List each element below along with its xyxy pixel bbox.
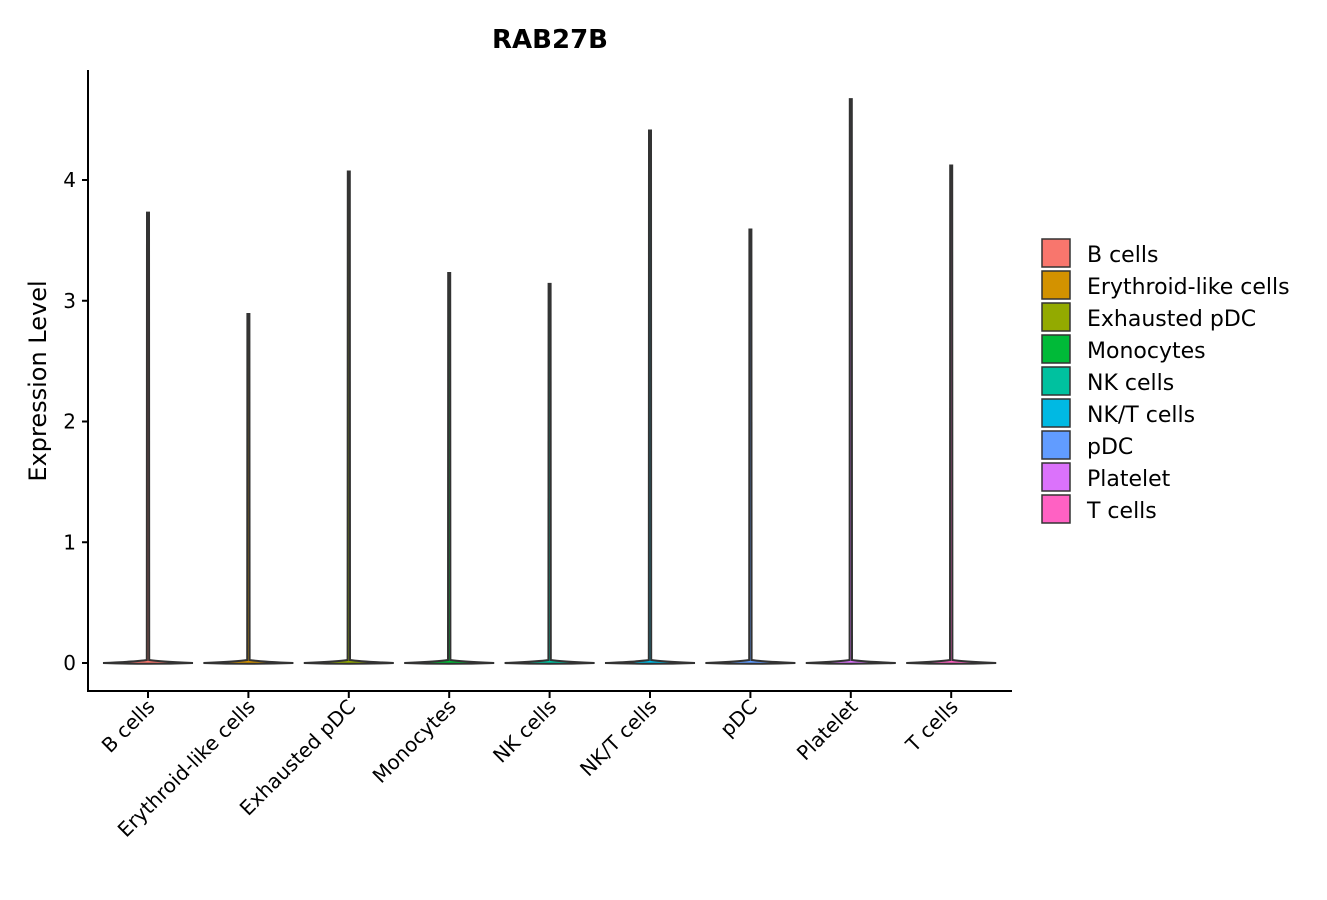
x-tick-label: NK/T cells — [575, 695, 661, 781]
legend-label: pDC — [1087, 435, 1133, 460]
legend-swatch — [1041, 430, 1071, 460]
violin-nk-t-cells — [604, 129, 696, 665]
violin-monocytes — [404, 271, 495, 665]
legend-label: Platelet — [1087, 467, 1171, 492]
legend-label: T cells — [1086, 499, 1157, 524]
violin-erythroid-like-cells — [203, 313, 294, 665]
y-axis-label: Expression Level — [24, 280, 52, 481]
legend-swatch — [1041, 334, 1071, 364]
x-tick-label: B cells — [97, 695, 160, 758]
y-tick-label: 4 — [63, 168, 76, 192]
violin-b-cells — [102, 211, 194, 665]
y-tick-label: 1 — [63, 530, 76, 554]
legend-label: Exhausted pDC — [1087, 307, 1256, 332]
violin-exhausted-pdc — [303, 170, 394, 665]
legend-label: NK cells — [1087, 371, 1174, 396]
x-tick-label: Monocytes — [368, 695, 461, 788]
legend-swatch — [1041, 270, 1071, 300]
violin-nk-cells — [504, 282, 595, 665]
legend-swatch — [1041, 366, 1071, 396]
legend-swatch — [1041, 462, 1071, 492]
x-tick-label: NK cells — [488, 695, 561, 768]
violin-t-cells — [906, 164, 997, 665]
violin-pdc — [705, 228, 796, 665]
violin-platelet — [805, 98, 896, 665]
legend-label: NK/T cells — [1087, 403, 1195, 428]
legend-swatch — [1041, 398, 1071, 428]
legend-swatch — [1041, 238, 1071, 268]
y-tick-label: 0 — [63, 651, 76, 675]
legend-label: B cells — [1087, 243, 1158, 268]
legend-label: Erythroid-like cells — [1087, 275, 1290, 300]
y-tick-label: 3 — [63, 289, 76, 313]
x-tick-label: pDC — [715, 695, 762, 742]
chart-title: RAB27B — [492, 25, 608, 55]
x-tick-label: Platelet — [792, 694, 863, 765]
legend-swatch — [1041, 494, 1071, 524]
x-tick-label: T cells — [900, 695, 963, 758]
legend-label: Monocytes — [1087, 339, 1206, 364]
y-tick-label: 2 — [63, 410, 76, 434]
legend-swatch — [1041, 302, 1071, 332]
